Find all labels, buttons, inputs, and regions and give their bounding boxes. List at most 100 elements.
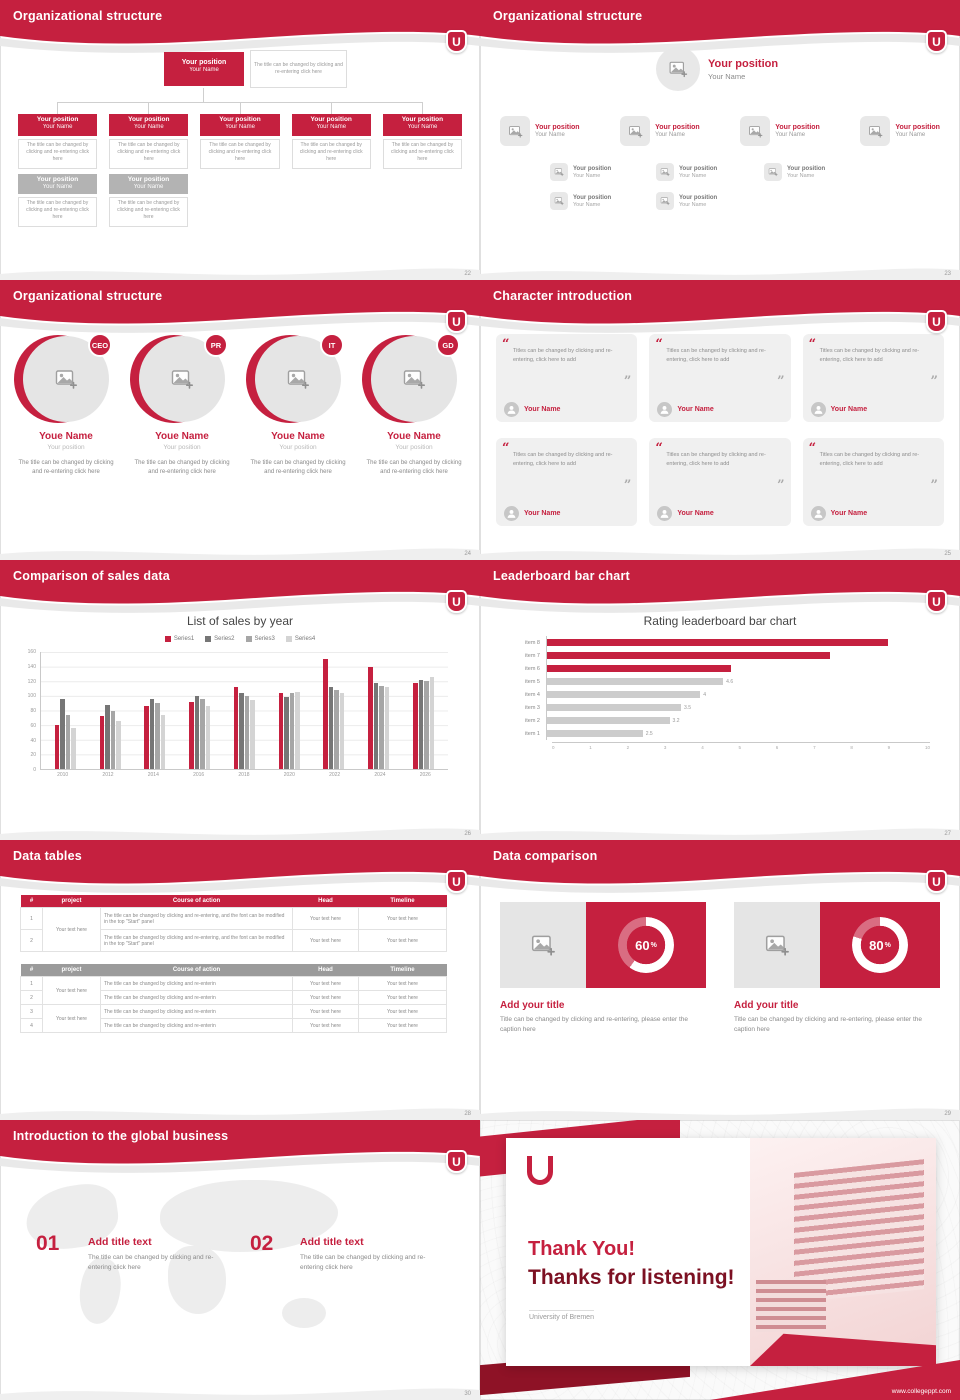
bar-track: 2.5 [546,727,930,740]
leaderboard-row: item 8 [506,636,930,649]
table-row: 2 The title can be changed by clicking a… [20,990,447,1005]
item-body: The title can be changed by clicking and… [88,1254,214,1272]
bar-group [189,652,211,769]
open-quote-icon: “ [808,441,817,456]
leaderboard-row: item 2 3.2 [506,714,930,727]
bar [149,698,155,769]
x-tick-label: 10 [924,745,930,750]
bar [323,659,328,769]
author-name: Your Name [677,510,714,517]
page-number: 29 [944,1111,951,1117]
logo-letter: U [452,874,461,889]
person-name: Your Name [679,201,707,208]
org-person: Your position Your Name [550,163,611,181]
close-quote-icon: ” [930,478,938,493]
building-low [756,1280,826,1332]
bar-group [99,652,121,769]
bar [160,714,166,769]
org-note: The title can be changed by clicking and… [109,139,189,169]
percent-number: 60 [635,937,650,953]
col-header: # [20,895,43,908]
bar [244,695,250,769]
page-number: 30 [464,1391,471,1397]
slide-25-character-introduction[interactable]: Character introduction U “ Titles can be… [480,280,960,560]
bar [189,701,194,769]
university-logo: U [926,870,947,893]
slide-26-sales-comparison[interactable]: Comparison of sales data U List of sales… [0,560,480,840]
connector-line [57,102,58,114]
x-tick-label: 2018 [238,772,250,778]
person-position: Your position [679,165,718,172]
col-header: project [42,964,101,977]
slide-title: Data tables [13,849,82,863]
org-branch: Your position Your Name The title can be … [109,174,188,227]
slide-24-org-structure-team[interactable]: Organizational structure U CEO Youe Name… [0,280,480,560]
x-tick-label: 0 [552,745,555,750]
org-note: The title can be changed by clicking and… [291,139,371,169]
image-placeholder-icon [628,124,643,139]
quote-text: Titles can be changed by clicking and re… [513,452,613,467]
col-header: Timeline [358,964,447,977]
leaderboard-row: item 5 4.6 [506,675,930,688]
bar [384,687,390,769]
footer-wave [0,1098,480,1120]
bar [547,717,670,724]
slide-30-global-business[interactable]: Introduction to the global business U 01… [0,1120,480,1400]
avatar [810,506,826,521]
sales-plot [40,652,448,770]
leaderboard-x-axis: 0 1 2 3 4 5 6 7 8 9 10 [552,742,930,750]
open-quote-icon: “ [502,441,510,456]
image-placeholder-icon [530,932,556,958]
slide-title: Organizational structure [13,289,163,303]
legend-item: Series3 [245,636,275,642]
slide-22-org-structure[interactable]: Organizational structure U Your position… [0,0,480,280]
y-tick-label: 0 [33,767,36,773]
building-photo [750,1138,936,1366]
person-position: Your position [679,194,718,201]
open-quote-icon: “ [808,337,817,352]
university-logo: U [926,590,947,613]
node-name: Your Name [225,124,255,131]
slide-thank-you[interactable]: Thank You! Thanks for listening! Univers… [480,1120,960,1400]
org-node: Your position Your Name [18,114,98,136]
bar [278,692,284,769]
row-label: item 4 [525,691,540,698]
footer-wave [480,538,960,560]
member-description: The title can be changed by clicking and… [250,460,346,476]
image-placeholder-icon [748,124,763,139]
close-quote-icon: ” [623,478,632,493]
col-header: Course of action [100,964,293,977]
node-name: Your Name [42,184,73,191]
org-node: Your position Your Name [200,114,280,136]
row-label: item 2 [525,717,540,724]
slide-29-data-comparison[interactable]: Data comparison U 60% Add your title Tit… [480,840,960,1120]
slide-27-leaderboard[interactable]: Leaderboard bar chart U Rating leaderboa… [480,560,960,840]
person-position: Your position [535,124,580,131]
cell-project: Your text here [42,1004,101,1033]
quote-card: “ Titles can be changed by clicking and … [649,334,791,422]
table-row: 2 The title can be changed by clicking a… [20,929,447,952]
org-branch: Your position Your Name The title can be … [382,114,463,169]
bar-track: 4.6 [546,675,930,688]
map-continent [160,1180,338,1252]
bar-track: 3.5 [546,701,930,714]
person-labels: Your position Your Name [775,124,820,138]
cell-timeline: Your text here [358,907,447,930]
bar [547,639,888,646]
bar [547,678,724,685]
x-tick-label: 2020 [283,772,295,778]
percent-panel: 80% [820,902,940,988]
org-branch: Your position Your Name The title can be … [109,114,189,169]
slide-28-data-tables[interactable]: Data tables U # project Course of action… [0,840,480,1120]
item-heading: Add title text [300,1236,364,1248]
org-row-staff: Your position Your Name The title can be … [18,174,188,227]
slide-23-org-structure[interactable]: Organizational structure U Your position… [480,0,960,280]
value-label: 4.6 [726,678,734,685]
table-row: 4 The title can be changed by clicking a… [20,1018,447,1033]
author-name: Your Name [830,406,868,413]
quote-card: “ Titles can be changed by clicking and … [496,334,638,422]
x-tick-label: 2016 [193,772,205,778]
cell-head: Your text here [292,929,359,952]
bar [547,652,831,659]
